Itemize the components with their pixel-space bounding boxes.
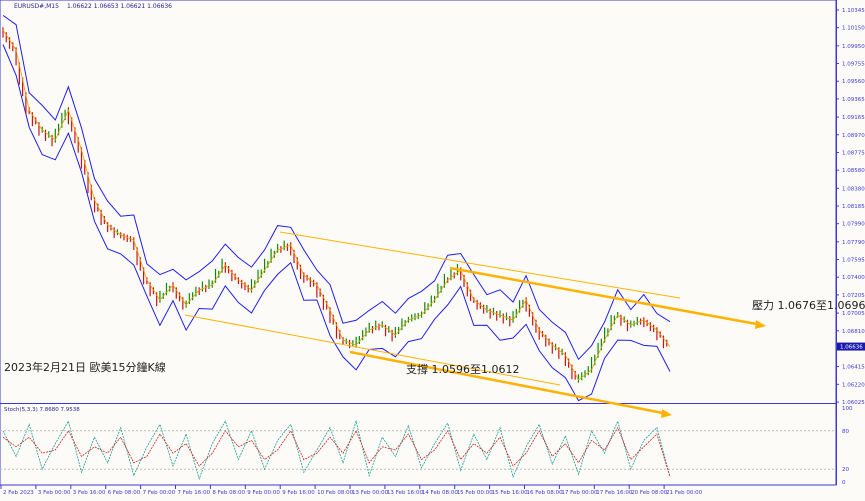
price-tick-label: 1.08380	[842, 186, 865, 192]
time-tick-label: 13 Feb 16:00	[387, 490, 424, 496]
price-tick-label: 1.07205	[842, 293, 865, 299]
price-tick-label: 1.10150	[842, 26, 865, 32]
time-tick-label: 16 Feb 08:00	[527, 490, 564, 496]
stoch-label: Stoch(5,3,3) 7.8680 7.9538	[4, 407, 80, 413]
price-tick-label: 1.09165	[842, 115, 865, 121]
resistance-arrowhead	[755, 320, 766, 329]
ohlc-label: 1.06622 1.06653 1.06621 1.06636	[67, 3, 172, 10]
support-arrowhead	[661, 409, 672, 418]
time-tick-label: 15 Feb 16:00	[492, 490, 529, 496]
stoch-tick-label: 80	[842, 429, 849, 435]
price-tick-label: 1.09755	[842, 62, 865, 68]
time-tick-label: 15 Feb 00:00	[457, 490, 494, 496]
price-tick-label: 1.07400	[842, 275, 865, 281]
price-tick-label: 1.07990	[842, 222, 865, 228]
resistance-annotation: 壓力 1.0676至1.0696	[752, 299, 865, 312]
resistance-channel-line	[279, 231, 681, 299]
price-tick-label: 1.06810	[842, 329, 865, 335]
chart-frame	[0, 0, 837, 486]
stoch-signal-line	[2, 426, 671, 478]
price-tick-label: 1.06415	[842, 365, 865, 371]
stoch-tick-label: 20	[842, 467, 849, 473]
stoch-tick-label: 0	[842, 480, 846, 486]
price-tick-label: 1.07790	[842, 240, 865, 246]
support-annotation: 支撐 1.0596至1.0612	[406, 362, 519, 376]
time-tick-label: 14 Feb 08:00	[422, 490, 459, 496]
current-price-marker	[837, 342, 865, 351]
price-tick-label: 1.09365	[842, 97, 865, 103]
price-tick-label: 1.07005	[842, 311, 865, 317]
time-tick-label: 9 Feb 16:00	[282, 490, 315, 496]
current-price-label: 1.06636	[840, 345, 863, 351]
resistance-arrow-line	[449, 266, 763, 327]
time-tick-label: 20 Feb 08:00	[631, 490, 668, 496]
price-tick-label: 1.06025	[842, 400, 865, 406]
upper-band-line	[2, 14, 671, 361]
time-tick-label: 13 Feb 00:00	[352, 490, 389, 496]
time-tick-label: 21 Feb 00:00	[666, 490, 703, 496]
time-tick-label: 7 Feb 00:00	[143, 490, 176, 496]
support-arrow-line	[349, 350, 669, 416]
price-tick-label: 1.06220	[842, 382, 865, 388]
time-tick-label: 3 Feb 00:00	[38, 490, 71, 496]
price-tick-label: 1.08775	[842, 150, 865, 156]
time-tick-label: 10 Feb 08:00	[317, 490, 354, 496]
close-line	[2, 29, 671, 381]
stoch-tick-label: 100	[842, 406, 853, 412]
time-tick-label: 8 Feb 08:00	[212, 490, 245, 496]
time-tick-label: 17 Feb 16:00	[596, 490, 633, 496]
chart-title-annotation: 2023年2月21日 歐美15分鐘K線	[4, 360, 166, 374]
time-tick-label: 17 Feb 00:00	[561, 490, 598, 496]
price-tick-label: 1.08185	[842, 204, 865, 210]
lower-band-line	[2, 44, 671, 402]
support-channel-line	[184, 314, 561, 386]
time-tick-label: 6 Feb 08:00	[108, 490, 141, 496]
price-tick-label: 1.07595	[842, 258, 865, 264]
price-tick-label: 1.08580	[842, 168, 865, 174]
symbol-label: EURUSD#,M15	[14, 3, 59, 10]
time-tick-label: 7 Feb 16:00	[178, 490, 211, 496]
time-tick-label: 9 Feb 00:00	[247, 490, 280, 496]
price-tick-label: 1.09560	[842, 79, 865, 85]
price-tick-label: 1.08970	[842, 133, 865, 139]
time-tick-label: 2 Feb 2023	[3, 490, 34, 496]
time-tick-label: 3 Feb 16:00	[73, 490, 106, 496]
price-tick-label: 1.09950	[842, 44, 865, 50]
price-tick-label: 1.10345	[842, 8, 865, 14]
